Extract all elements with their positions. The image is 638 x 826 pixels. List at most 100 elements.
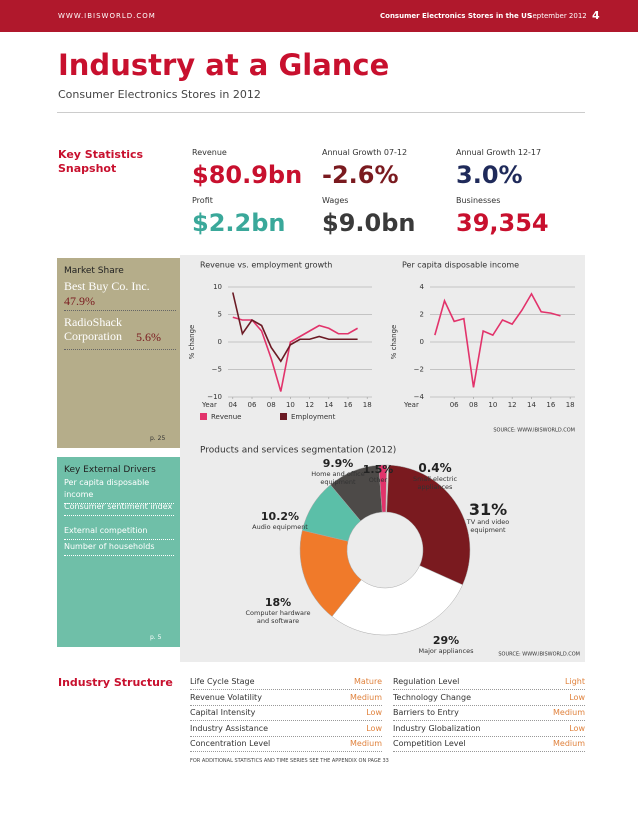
x-tick-label: 18 (363, 401, 372, 409)
chart-title: Revenue vs. employment growth (200, 261, 332, 270)
x-tick-label: 06 (248, 401, 257, 409)
y-tick-label: 10 (213, 283, 222, 291)
row-rule (393, 735, 585, 737)
site: WWW.IBISWORLD.COM (58, 12, 156, 20)
y-tick-label: 0 (218, 338, 222, 346)
subtitle: Consumer Electronics Stores in 2012 (58, 88, 261, 101)
category-label: Other (368, 476, 388, 484)
category-label: Audio equipment (252, 523, 308, 531)
company-name: RadioShack Corporation (64, 315, 122, 343)
row-rule (190, 720, 382, 721)
section-heading: Industry Structure (58, 676, 173, 689)
x-tick-label: 12 (305, 401, 314, 409)
row-value: Light (565, 677, 585, 686)
x-axis-label: Year (201, 401, 217, 409)
x-tick-label: 08 (469, 401, 478, 409)
x-tick-label: 10 (286, 401, 295, 409)
row-rule (190, 689, 382, 690)
chart: Revenue vs. employment growth % change Yea… (188, 261, 372, 421)
value-label: 0.4% (418, 461, 452, 475)
y-tick-label: 5 (218, 311, 222, 319)
row-label: Life Cycle Stage (190, 677, 255, 686)
row-label: Revenue Volatility (190, 692, 262, 702)
box-heading: Market Share (64, 266, 124, 276)
donut-segment (378, 464, 387, 513)
page-ref: p. 5 (150, 634, 162, 641)
y-tick-label: −2 (414, 366, 424, 374)
row-rule (190, 704, 382, 706)
row-value: Medium (553, 708, 585, 717)
stat-value: $80.9bn (192, 161, 303, 189)
chart-title: Per capita disposable income (402, 261, 519, 270)
value-label: 1.5% (362, 463, 394, 476)
y-tick-label: −5 (212, 366, 222, 374)
line (232, 316, 358, 392)
x-tick-label: 10 (488, 401, 497, 409)
drivers-box (57, 457, 180, 647)
company-share: 5.6% (136, 330, 161, 344)
x-tick-label: 04 (228, 401, 237, 409)
row-label: Competition Level (393, 739, 466, 748)
line (434, 292, 561, 388)
header-bar (0, 0, 638, 32)
category-label: Home and office equipment (311, 470, 365, 486)
x-tick-label: 14 (527, 401, 536, 409)
chart: Per capita disposable income % change Year… (390, 261, 575, 434)
source: SOURCE: WWW.IBISWORLD.COM (498, 652, 580, 658)
stat-label: Wages (322, 196, 349, 205)
row-label: Barriers to Entry (393, 708, 459, 717)
row-label: Capital Intensity (190, 708, 256, 717)
section-heading: Key Statistics Snapshot (58, 148, 144, 175)
row-rule (190, 751, 382, 752)
y-tick-label: 4 (420, 283, 425, 291)
company-share: 47.9% (64, 294, 95, 308)
donut-segment (386, 464, 471, 586)
driver: External competition (64, 525, 174, 540)
x-tick-label: 16 (546, 401, 555, 409)
row-rule (393, 720, 585, 721)
legend-swatch (200, 413, 207, 420)
line (232, 292, 358, 363)
x-tick-label: 06 (450, 401, 459, 409)
x-axis-label: Year (403, 401, 419, 409)
x-tick-label: 18 (566, 401, 575, 409)
stat-label: Annual Growth 12-17 (456, 148, 542, 157)
row-rule (393, 751, 585, 752)
legend-swatch (280, 413, 287, 420)
category-label: Major appliances (418, 647, 474, 655)
report-date: September 2012 (528, 12, 587, 20)
x-tick-label: 12 (508, 401, 517, 409)
row-value: Medium (350, 692, 382, 702)
donut-segment (331, 565, 463, 636)
page-number: 4 (592, 9, 600, 22)
value-label: 10.2% (260, 510, 300, 523)
legend-label: Employment (291, 413, 336, 421)
row-rule (393, 689, 585, 690)
category-label: Computer hardware and software (245, 609, 311, 625)
category-label: Small electric appliances (412, 475, 458, 491)
legend-label: Revenue (211, 413, 242, 421)
row-value: Low (366, 708, 382, 717)
stat-label: Businesses (456, 196, 501, 205)
stat-label: Revenue (192, 148, 227, 157)
report-name: Consumer Electronics Stores in the US (380, 12, 532, 20)
row-label: Industry Assistance (190, 723, 269, 733)
row-label: Technology Change (393, 692, 471, 702)
value-label: 18% (264, 596, 292, 609)
driver: Consumer sentiment index (64, 501, 174, 516)
category-label: TV and video equipment (466, 518, 510, 534)
y-axis-label: % change (390, 325, 398, 360)
page-ref: p. 25 (150, 435, 166, 442)
chart: Products and services segmentation (2012… (200, 446, 580, 658)
driver: Per capita disposable income (64, 477, 174, 504)
row-label: Regulation Level (393, 677, 460, 686)
row-value: Medium (350, 739, 382, 748)
stat-label: Annual Growth 07-12 (322, 148, 408, 157)
y-tick-label: −4 (414, 393, 425, 401)
note: FOR ADDITIONAL STATISTICS AND TIME SERIE… (190, 758, 389, 764)
box-heading: Key External Drivers (64, 465, 156, 475)
x-tick-label: 08 (267, 401, 276, 409)
company-name: Best Buy Co. Inc. (64, 279, 150, 293)
stat-label: Profit (192, 196, 213, 205)
row-value: Low (569, 723, 585, 733)
